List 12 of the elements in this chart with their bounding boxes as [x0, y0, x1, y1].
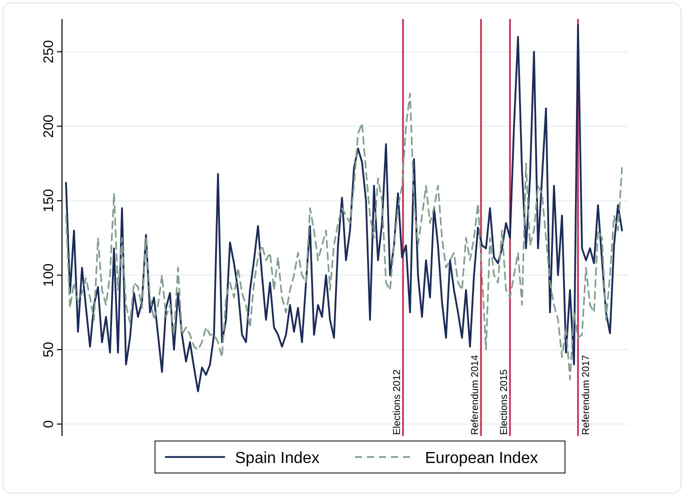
- y-tick-label: 100: [40, 263, 56, 287]
- y-tick-label: 200: [40, 114, 56, 138]
- legend-label: Spain Index: [235, 450, 320, 467]
- annotation: Referendum 2017: [581, 354, 592, 435]
- annotation: Elections 2012: [392, 368, 403, 435]
- y-tick-label: 150: [40, 188, 56, 212]
- y-tick-label: 50: [40, 342, 56, 358]
- annotation: Elections 2015: [499, 368, 510, 435]
- y-tick-label: 0: [40, 420, 56, 428]
- annotation: Referendum 2014: [470, 354, 481, 435]
- y-tick-label: 250: [40, 40, 56, 64]
- legend-label: European Index: [425, 450, 538, 467]
